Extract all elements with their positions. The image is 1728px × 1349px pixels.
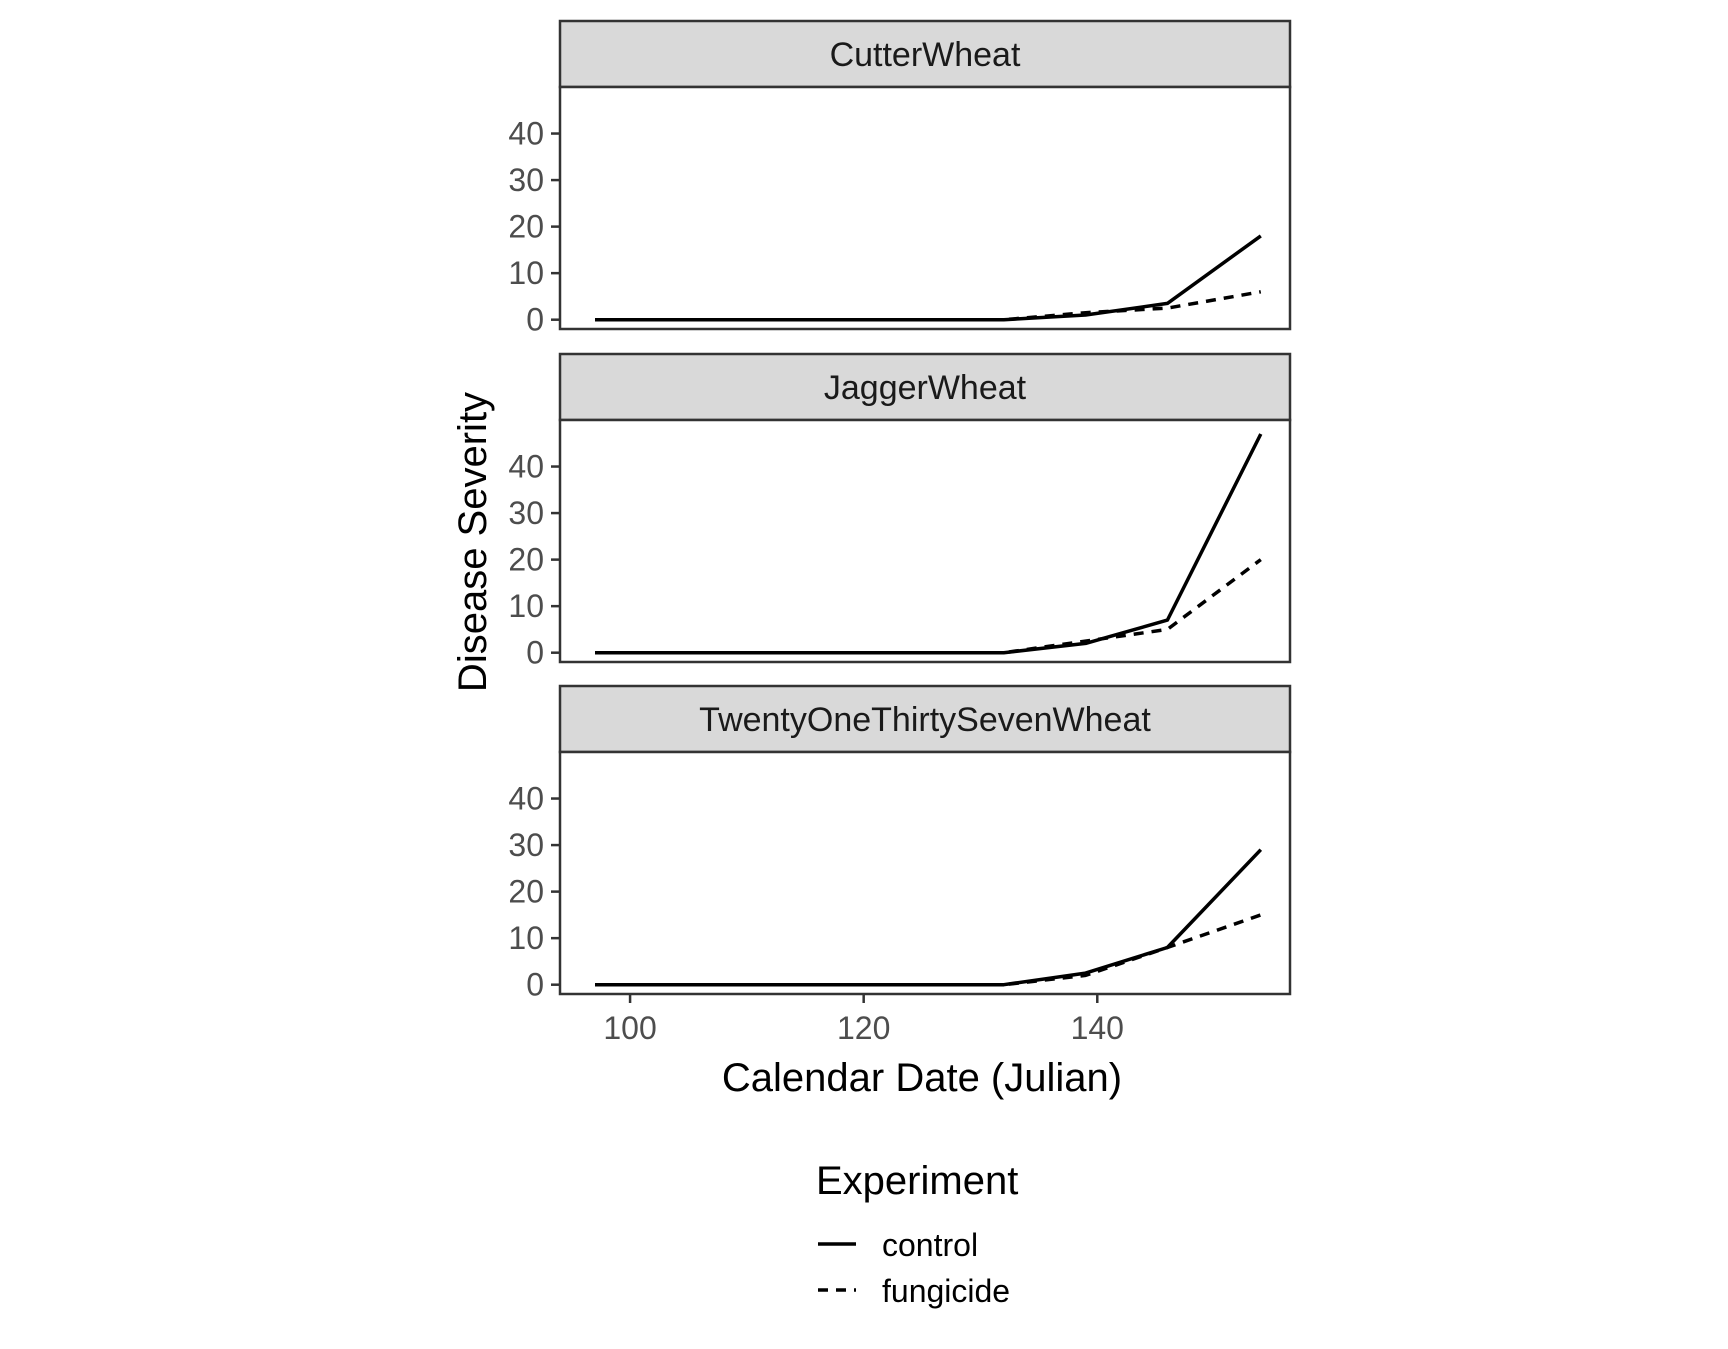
y-tick-label: 20 [508, 874, 544, 910]
y-tick-label: 10 [508, 255, 544, 291]
series-line-fungicide [595, 290, 1262, 322]
panels-layer: CutterWheat 0 10 20 30 40 JaggerWheat 0 10 20 30 40… [508, 19, 1292, 1003]
y-tick-label: 0 [526, 635, 544, 671]
plot-area [558, 750, 1292, 996]
y-tick-label: 40 [508, 781, 544, 817]
y-tick-label: 0 [526, 967, 544, 1003]
x-tick-label: 100 [603, 1010, 656, 1046]
y-tick-label: 30 [508, 827, 544, 863]
facet-strip [558, 352, 1292, 422]
x-axis: 100 120 140 [603, 994, 1124, 1046]
facet-strip-label: JaggerWheat [824, 369, 1027, 407]
plot-area [558, 418, 1292, 664]
y-tick-label: 0 [526, 302, 544, 338]
x-tick-label: 120 [837, 1010, 890, 1046]
plot-area [558, 85, 1292, 331]
y-tick-label: 30 [508, 162, 544, 198]
y-tick-label: 20 [508, 542, 544, 578]
facet-strip-label: CutterWheat [830, 36, 1021, 74]
y-tick-label: 40 [508, 116, 544, 152]
facet-strip-label: TwentyOneThirtySevenWheat [699, 701, 1151, 739]
legend-title: Experiment [816, 1159, 1018, 1203]
x-tick-label: 140 [1071, 1010, 1124, 1046]
facet-strip [558, 19, 1292, 89]
y-tick-label: 20 [508, 209, 544, 245]
facet-panel: CutterWheat 0 10 20 30 40 [508, 19, 1292, 338]
legend-label-control: control [882, 1227, 978, 1263]
x-axis-title: Calendar Date (Julian) [722, 1056, 1122, 1100]
facet-strip [558, 684, 1292, 754]
y-tick-label: 10 [508, 588, 544, 624]
series-line-fungicide [595, 558, 1262, 655]
y-tick-label: 40 [508, 449, 544, 485]
legend: Experiment control fungicide [816, 1159, 1018, 1309]
y-tick-label: 10 [508, 920, 544, 956]
facet-panel: JaggerWheat 0 10 20 30 40 [508, 352, 1292, 671]
y-tick-label: 30 [508, 495, 544, 531]
facet-panel: TwentyOneThirtySevenWheat 0 10 20 30 40 [508, 684, 1292, 1003]
legend-label-fungicide: fungicide [882, 1273, 1010, 1309]
series-line-fungicide [595, 913, 1262, 987]
y-axis-title: Disease Severity [451, 392, 495, 692]
